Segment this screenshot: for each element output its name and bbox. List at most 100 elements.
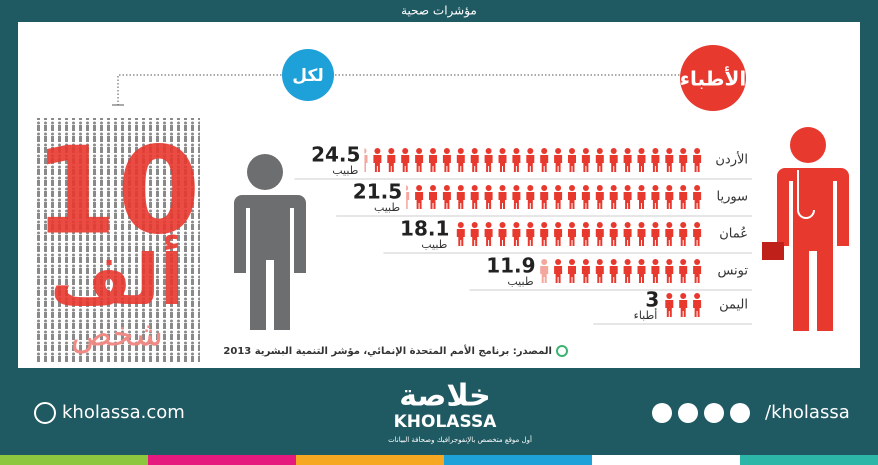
icon-body <box>568 229 576 246</box>
icon-head <box>694 148 701 154</box>
icon-body <box>581 229 590 246</box>
icon-body <box>665 229 674 246</box>
icon-body <box>679 155 688 172</box>
unit-label: طبيب <box>421 238 447 251</box>
icon-body <box>387 155 396 172</box>
icon-head <box>527 222 534 228</box>
icon-head <box>416 185 423 191</box>
social-icons <box>652 403 750 423</box>
value-label: 18.1 <box>400 217 449 241</box>
icon-body <box>679 300 688 317</box>
icon-body <box>665 155 674 172</box>
color-stripes <box>0 455 878 465</box>
icon-head <box>694 259 701 265</box>
icon-head <box>680 222 687 228</box>
heading: الأطباء <box>680 66 746 91</box>
icon-head <box>596 185 603 191</box>
unit-label: طبيب <box>374 201 400 214</box>
icon-head <box>430 185 436 191</box>
icon-head <box>638 259 645 265</box>
icon-body <box>373 155 382 172</box>
partial-icon <box>406 185 410 209</box>
unit-label: طبيب <box>332 164 358 177</box>
partial-icon <box>540 259 549 283</box>
icon-head <box>374 148 381 154</box>
icon-head <box>582 222 589 228</box>
icon-body <box>442 155 451 172</box>
icon-head <box>638 185 645 191</box>
icon-body <box>623 192 632 209</box>
icon-body <box>442 192 451 209</box>
icon-body <box>554 266 563 283</box>
icon-head <box>499 222 506 228</box>
value-label: 21.5 <box>353 180 402 204</box>
pictogram-row <box>364 148 702 172</box>
icon-head <box>610 222 617 228</box>
icon-head <box>402 148 409 154</box>
icon-head <box>596 259 603 265</box>
icon-head <box>624 148 631 154</box>
icon-head <box>596 148 603 154</box>
base-noun: شخص <box>71 315 163 355</box>
icon-body <box>581 266 590 283</box>
icon-body <box>456 192 465 209</box>
icon-head <box>569 148 575 154</box>
page-title: مؤشرات صحية <box>401 4 477 19</box>
per-label: لكل <box>292 66 323 86</box>
icon-head <box>416 148 423 154</box>
icon-head <box>555 185 562 191</box>
icon-body <box>679 229 688 246</box>
icon-head <box>485 148 492 154</box>
icon-head <box>388 148 395 154</box>
connector <box>117 74 285 105</box>
icon-head <box>457 148 464 154</box>
icon-head <box>541 222 548 228</box>
base-number: 10 <box>34 123 201 262</box>
country-label: عُمان <box>719 226 748 242</box>
icon-head <box>471 222 478 228</box>
icon-body <box>595 266 604 283</box>
icon-head <box>499 148 506 154</box>
icon-body <box>415 155 424 172</box>
icon-body <box>651 229 660 246</box>
value-label: 24.5 <box>311 143 360 167</box>
icon-head <box>582 185 589 191</box>
icon-body <box>595 229 604 246</box>
per-badge <box>282 49 334 101</box>
icon-body <box>679 192 688 209</box>
icon-body <box>609 229 618 246</box>
icon-head <box>569 222 575 228</box>
icon-head <box>541 259 548 265</box>
icon-head <box>666 185 673 191</box>
base-unit: ألف <box>50 234 184 321</box>
doctor-figure <box>762 127 849 331</box>
tagline: أول موقع متخصص بالإنفوجرافيك وصحافة البي… <box>388 435 532 444</box>
icon-head <box>666 259 673 265</box>
icon-head <box>694 185 701 191</box>
icon-body <box>364 155 368 172</box>
icon-body <box>498 229 507 246</box>
icon-body <box>651 192 660 209</box>
icon-body <box>623 266 632 283</box>
globe-icon <box>34 402 56 424</box>
icon-head <box>513 185 520 191</box>
value-label: 11.9 <box>486 254 535 278</box>
icon-body <box>540 266 549 283</box>
icon-head <box>694 222 701 228</box>
icon-head <box>471 148 478 154</box>
icon-head <box>652 222 659 228</box>
icon-body <box>470 229 479 246</box>
icon-body <box>484 192 493 209</box>
icon-body <box>526 192 535 209</box>
icon-head <box>694 293 701 299</box>
icon-body <box>512 192 521 209</box>
icon-head <box>364 148 367 154</box>
icon-body <box>512 229 521 246</box>
icon-body <box>429 192 437 209</box>
heading-badge <box>680 45 746 111</box>
website: kholassa.com <box>62 402 185 423</box>
icon-body <box>484 229 493 246</box>
icon-body <box>595 155 604 172</box>
icon-body <box>637 266 646 283</box>
